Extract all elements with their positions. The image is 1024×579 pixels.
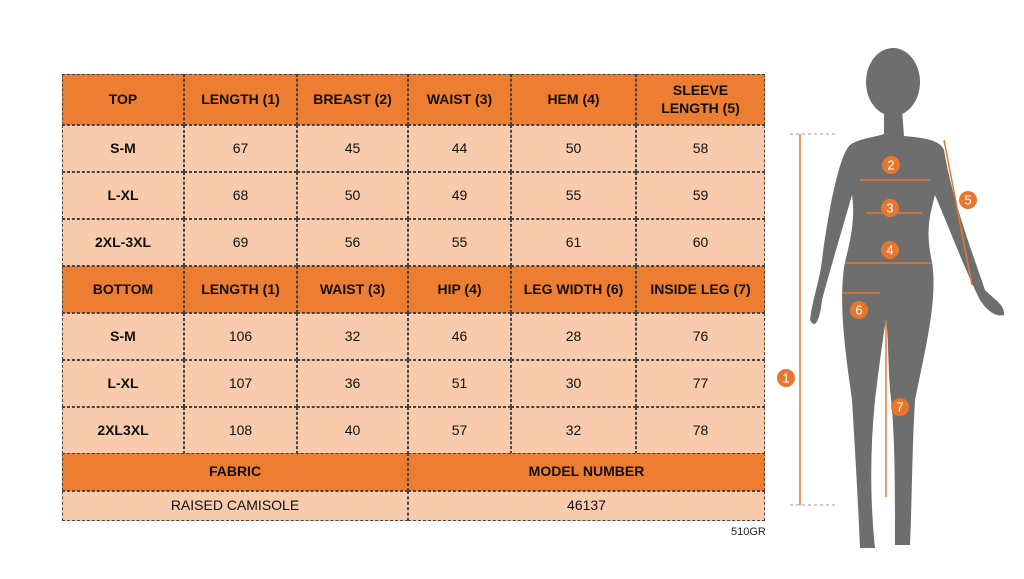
- header-cell: MODEL NUMBER: [408, 453, 765, 491]
- header-cell: LENGTH (1): [184, 266, 297, 313]
- marker-dot: [959, 191, 977, 209]
- header-cell: TOP: [62, 74, 184, 125]
- data-cell: 2XL3XL: [62, 407, 184, 454]
- data-cell: S-M: [62, 313, 184, 360]
- silhouette: [810, 48, 1005, 548]
- data-cell: 76: [636, 313, 765, 360]
- data-cell: 28: [511, 313, 636, 360]
- data-cell: 56: [297, 219, 408, 266]
- data-cell: 57: [408, 407, 511, 454]
- marker-dot: [850, 301, 868, 319]
- markers: 1 2 3 4 5 6 7: [777, 156, 977, 416]
- data-cell: 68: [184, 172, 297, 219]
- marker-label: 1: [782, 371, 789, 386]
- product-code: 510GR: [731, 526, 766, 538]
- marker-label: 3: [886, 201, 893, 216]
- data-cell: 46137: [408, 491, 765, 521]
- data-cell: 51: [408, 360, 511, 407]
- data-cell: 30: [511, 360, 636, 407]
- data-cell: 77: [636, 360, 765, 407]
- data-cell: 50: [511, 125, 636, 172]
- marker-dot: [881, 241, 899, 259]
- marker-dot: [882, 156, 900, 174]
- header-cell: WAIST (3): [297, 266, 408, 313]
- data-cell: 46: [408, 313, 511, 360]
- data-cell: 45: [297, 125, 408, 172]
- data-cell: 40: [297, 407, 408, 454]
- header-cell: HIP (4): [408, 266, 511, 313]
- data-cell: 106: [184, 313, 297, 360]
- data-cell: 59: [636, 172, 765, 219]
- header-cell: INSIDE LEG (7): [636, 266, 765, 313]
- marker-label: 7: [896, 400, 903, 415]
- data-cell: 108: [184, 407, 297, 454]
- header-cell: FABRIC: [62, 453, 408, 491]
- header-cell: SLEEVE LENGTH (5): [636, 74, 765, 125]
- data-cell: 60: [636, 219, 765, 266]
- data-cell: 67: [184, 125, 297, 172]
- data-cell: 58: [636, 125, 765, 172]
- marker-dot: [891, 398, 909, 416]
- marker-dot: [881, 199, 899, 217]
- data-cell: 32: [297, 313, 408, 360]
- size-table: TOP LENGTH (1) BREAST (2) WAIST (3) HEM (4) S…: [62, 74, 765, 521]
- data-cell: 69: [184, 219, 297, 266]
- marker-label: 5: [964, 193, 971, 208]
- data-cell: 36: [297, 360, 408, 407]
- header-cell: BOTTOM: [62, 266, 184, 313]
- marker-label: 6: [855, 303, 862, 318]
- data-cell: 55: [511, 172, 636, 219]
- data-cell: 44: [408, 125, 511, 172]
- data-cell: 50: [297, 172, 408, 219]
- data-cell: 55: [408, 219, 511, 266]
- data-cell: 49: [408, 172, 511, 219]
- marker-dot: [777, 369, 795, 387]
- header-cell: LENGTH (1): [184, 74, 297, 125]
- marker-label: 4: [886, 243, 893, 258]
- header-cell: HEM (4): [511, 74, 636, 125]
- data-cell: 107: [184, 360, 297, 407]
- marker-label: 2: [887, 158, 894, 173]
- header-cell: BREAST (2): [297, 74, 408, 125]
- data-cell: S-M: [62, 125, 184, 172]
- data-cell: 2XL-3XL: [62, 219, 184, 266]
- data-cell: L-XL: [62, 360, 184, 407]
- header-cell: WAIST (3): [408, 74, 511, 125]
- measure-lines: [790, 133, 973, 506]
- header-cell: LEG WIDTH (6): [511, 266, 636, 313]
- data-cell: L-XL: [62, 172, 184, 219]
- data-cell: RAISED CAMISOLE: [62, 491, 408, 521]
- data-cell: 61: [511, 219, 636, 266]
